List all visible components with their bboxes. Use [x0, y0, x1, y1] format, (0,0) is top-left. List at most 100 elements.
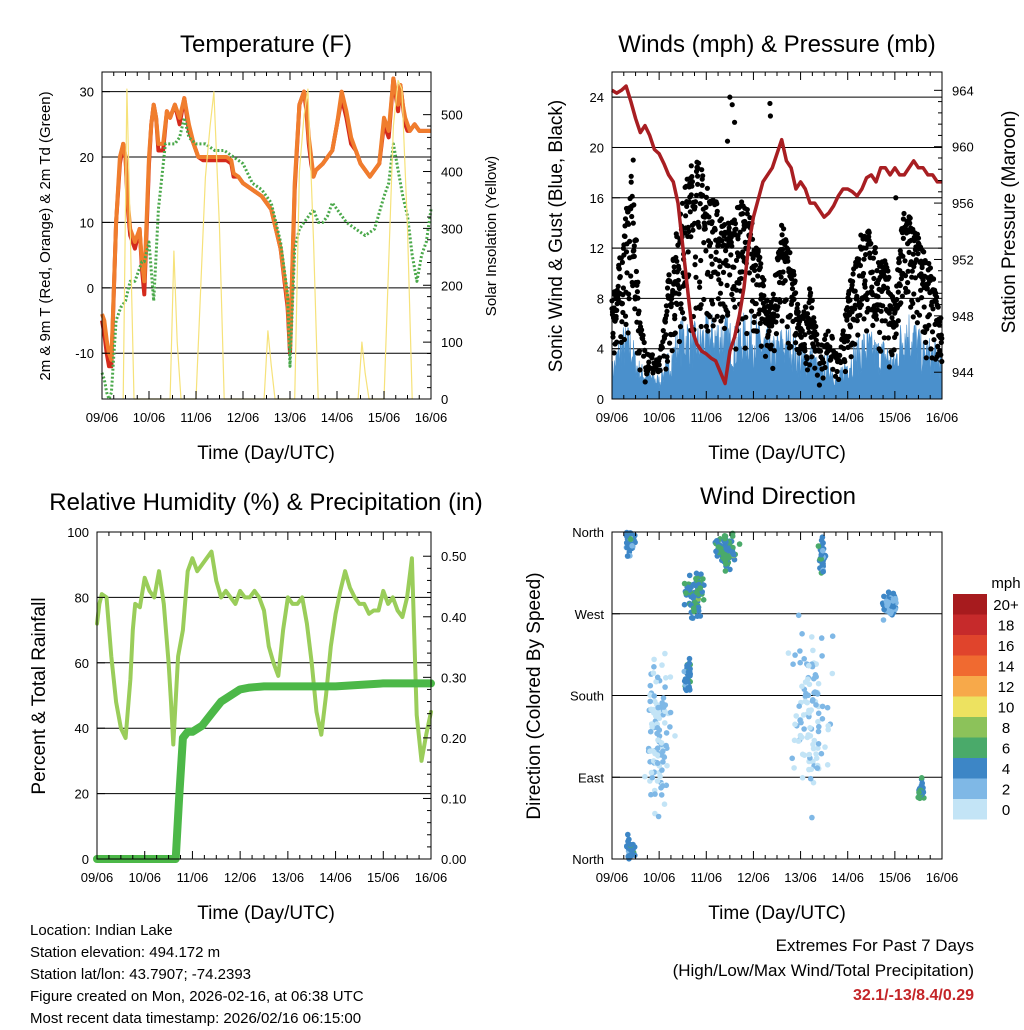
- gust-point: [714, 313, 720, 319]
- direction-point: [625, 831, 631, 838]
- gust-point: [627, 238, 633, 244]
- x-tick-label: 12/06: [227, 410, 260, 425]
- y2-tick-label: 952: [952, 252, 974, 267]
- x-tick-label: 12/06: [737, 870, 770, 885]
- direction-point: [659, 700, 665, 706]
- gust-point: [771, 348, 777, 354]
- x-tick-label: 10/06: [643, 410, 676, 425]
- direction-point: [692, 599, 698, 606]
- gust-point: [622, 313, 629, 319]
- gust-point: [901, 210, 907, 217]
- station-info: Location: Indian Lake Station elevation:…: [30, 920, 364, 1030]
- gust-point: [854, 318, 860, 324]
- gust-point: [729, 102, 735, 108]
- gust-point: [809, 354, 815, 360]
- direction-point: [662, 684, 668, 690]
- x-tick-label: 14/06: [831, 870, 864, 885]
- gust-point: [782, 278, 788, 284]
- y-tick-label: 8: [597, 291, 604, 306]
- rh-ylabel: Percent & Total Rainfall: [29, 597, 50, 794]
- gust-point: [837, 352, 843, 358]
- y2-tick-label: 964: [952, 83, 974, 98]
- gust-point: [799, 328, 805, 334]
- gust-point: [764, 297, 770, 303]
- gust-point: [929, 329, 936, 335]
- y-tick-label: 0: [82, 852, 89, 867]
- x-tick-label: 12/06: [224, 870, 257, 885]
- gust-point: [906, 229, 912, 235]
- direction-point: [820, 547, 826, 554]
- temperature-xlabel: Time (Day/UTC): [197, 443, 335, 464]
- y-tick-label: 40: [75, 721, 89, 736]
- gust-point: [630, 283, 636, 289]
- y2-tick-label: 100: [441, 335, 463, 350]
- gust-point: [916, 312, 923, 318]
- direction-point: [663, 675, 669, 681]
- gust-point: [693, 274, 699, 280]
- gust-point: [676, 338, 683, 345]
- gust-point: [784, 324, 790, 330]
- temperature-gridlines: [102, 91, 431, 354]
- gust-point: [761, 277, 767, 283]
- direction-point: [820, 561, 826, 567]
- direction-point: [824, 704, 831, 711]
- gust-point: [778, 274, 784, 280]
- elevation-line: Station elevation: 494.172 m: [30, 944, 221, 961]
- wind-direction-xlabel: Time (Day/UTC): [708, 903, 846, 924]
- gust-point: [613, 316, 619, 322]
- gust-point: [698, 257, 704, 264]
- gust-point: [842, 368, 849, 375]
- gust-point: [934, 294, 940, 300]
- gust-point: [731, 283, 737, 290]
- y2-tick-label: 944: [952, 365, 974, 380]
- gust-point: [740, 211, 746, 217]
- direction-point: [810, 647, 816, 654]
- gust-point: [629, 193, 635, 199]
- direction-point: [792, 652, 798, 658]
- gust-point: [861, 256, 867, 262]
- direction-point: [792, 721, 798, 728]
- gust-point: [714, 201, 720, 207]
- rh-x-ticks: 09/06 10/06 11/06 12/06 13/06 14/06 15/06 16/06: [81, 532, 447, 885]
- direction-point: [661, 754, 668, 760]
- gust-point: [755, 273, 761, 279]
- gust-point: [697, 279, 703, 285]
- gust-point: [758, 343, 764, 349]
- direction-point: [785, 650, 792, 656]
- direction-point: [654, 778, 661, 784]
- wind-direction-x-ticks: 09/06 10/06 11/06 12/06 13/06 14/06 15/06 16/06: [596, 532, 959, 885]
- direction-point: [659, 662, 665, 668]
- gust-point: [804, 311, 811, 317]
- colorbar-label: 14: [998, 659, 1015, 676]
- gust-point: [671, 264, 677, 270]
- gust-point: [792, 278, 798, 284]
- gust-point: [938, 339, 944, 346]
- gust-point: [806, 329, 812, 335]
- x-tick-label: 16/06: [926, 870, 959, 885]
- direction-point: [624, 553, 631, 559]
- direction-point: [658, 792, 665, 798]
- gust-point: [625, 330, 631, 336]
- gust-point: [855, 332, 861, 338]
- gust-point: [854, 296, 860, 302]
- direction-point: [815, 710, 822, 717]
- direction-point: [650, 670, 657, 676]
- direction-point: [812, 672, 819, 678]
- direction-point: [809, 814, 815, 821]
- gust-point: [827, 344, 833, 350]
- direction-point: [813, 755, 820, 761]
- gust-point: [716, 277, 722, 283]
- colorbar-title: mph: [991, 575, 1020, 592]
- x-tick-label: 16/06: [926, 410, 959, 425]
- y2-tick-label: 960: [952, 140, 974, 155]
- direction-point: [647, 698, 653, 705]
- gust-point: [781, 226, 787, 232]
- colorbar-label: 6: [1002, 741, 1010, 758]
- gust-point: [798, 334, 804, 340]
- x-tick-label: 15/06: [367, 870, 400, 885]
- direction-point: [810, 745, 817, 752]
- gust-point: [914, 231, 921, 237]
- x-tick-label: 13/06: [274, 410, 307, 425]
- rh-title: Relative Humidity (%) & Precipitation (i…: [49, 489, 482, 516]
- direction-point: [820, 540, 826, 546]
